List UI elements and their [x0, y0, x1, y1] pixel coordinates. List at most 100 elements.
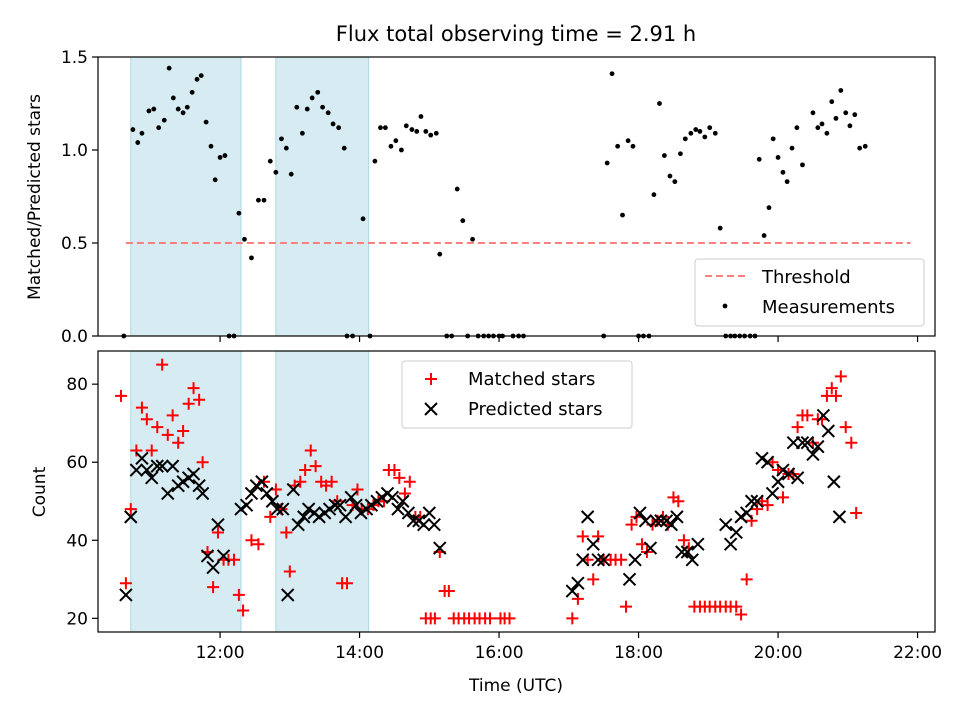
predicted-star-point	[649, 514, 663, 528]
measurement-point	[208, 143, 214, 149]
legend-measurements-label: Measurements	[762, 297, 895, 318]
matched-star-point	[187, 382, 200, 395]
measurement-point	[454, 186, 460, 192]
predicted-star-point	[333, 498, 347, 512]
predicted-star-point	[755, 451, 769, 466]
matched-star-point	[237, 604, 250, 617]
matched-star-point	[761, 499, 774, 512]
top-shaded-interval	[275, 56, 370, 337]
matched-star-point	[325, 475, 338, 488]
measurement-point	[166, 65, 172, 71]
top-y-tick-label: 0.0	[61, 327, 88, 347]
measurement-point	[198, 73, 204, 78]
measurement-point	[170, 95, 176, 101]
measurement-point	[717, 225, 723, 231]
predicted-star-point	[297, 510, 311, 524]
top-plot-frame	[97, 56, 936, 337]
predicted-star-point	[664, 517, 679, 532]
matched-star-point	[483, 612, 496, 625]
matched-star-point	[615, 553, 628, 566]
matched-star-point	[751, 503, 764, 516]
predicted-star-point	[145, 471, 159, 485]
matched-star-point	[398, 487, 411, 500]
matched-star-point	[566, 612, 579, 625]
measurement-point	[651, 192, 657, 198]
predicted-star-point	[364, 498, 379, 512]
predicted-star-point	[565, 584, 580, 598]
predicted-star-point	[719, 517, 733, 532]
predicted-star-point	[396, 494, 410, 508]
top-y-axis-ticks: 0.0 0.5 1.0 1.5	[61, 48, 98, 347]
measurement-point	[815, 125, 821, 131]
matched-star-point	[677, 534, 690, 547]
measurement-point	[403, 123, 409, 129]
predicted-star-point	[249, 478, 264, 493]
predicted-star-point	[161, 486, 175, 501]
measurement-point	[423, 129, 429, 134]
top-y-tick-label: 0.5	[61, 234, 88, 254]
measurement-point	[393, 138, 399, 144]
predicted-star-point	[685, 553, 699, 567]
predicted-star-point	[427, 517, 441, 532]
measurement-point	[672, 179, 678, 185]
matched-star-point	[207, 581, 220, 594]
measurement-point	[194, 76, 200, 82]
predicted-star-point	[680, 545, 695, 559]
bottom-y-tick-label: 60	[66, 453, 88, 473]
predicted-star-point	[255, 475, 269, 489]
measurement-point	[470, 236, 475, 242]
predicted-star-point	[349, 498, 363, 512]
measurement-point	[418, 114, 424, 119]
top-shaded-interval	[130, 56, 242, 337]
matched-star-point	[294, 475, 307, 488]
top-x-axis-ticks	[219, 336, 919, 342]
predicted-star-point	[760, 455, 775, 469]
matched-star-point	[172, 436, 185, 449]
measurement-point	[770, 136, 776, 142]
measurement-point	[428, 132, 434, 138]
matched-star-point	[124, 503, 137, 516]
measurement-point	[203, 119, 209, 125]
matched-star-point	[393, 471, 406, 484]
predicted-star-point	[375, 490, 389, 505]
predicted-star-point	[723, 537, 738, 551]
measurement-point	[625, 138, 631, 144]
predicted-star-point	[675, 545, 689, 559]
matched-star-point	[280, 526, 293, 539]
predicted-star-point	[135, 451, 149, 466]
predicted-star-point	[580, 510, 595, 524]
bottom-y-axis-ticks: 20 40 60 80	[66, 375, 98, 629]
measurement-point	[789, 145, 795, 151]
matched-star-point	[351, 483, 364, 496]
predicted-star-point	[417, 517, 431, 532]
measurement-point	[707, 125, 713, 131]
measurement-point	[409, 127, 415, 132]
predicted-star-point	[281, 588, 295, 602]
bottom-legend-box	[401, 360, 633, 429]
matched-star-point	[304, 444, 317, 457]
predicted-star-point	[638, 514, 653, 528]
matched-star-point	[232, 588, 245, 601]
legend-measurements-swatch	[722, 303, 728, 309]
matched-star-point	[309, 460, 322, 473]
measurement-point	[309, 95, 315, 101]
matched-star-point	[571, 592, 584, 605]
predicted-star-point	[276, 502, 290, 516]
predicted-star-point	[811, 439, 825, 454]
matched-star-point	[264, 510, 277, 523]
predicted-star-point	[800, 436, 815, 450]
predicted-star-point	[206, 560, 220, 575]
predicted-star-point	[140, 463, 154, 477]
measurement-point	[236, 210, 242, 216]
measurement-point	[829, 99, 835, 105]
legend-predicted-swatch	[424, 402, 438, 416]
measurement-point	[175, 106, 181, 112]
bottom-x-tick-label: 16:00	[475, 643, 524, 663]
top-plot-marks	[121, 65, 911, 339]
measurement-point	[800, 162, 805, 168]
legend-matched-swatch	[425, 373, 437, 385]
matched-star-point	[145, 444, 158, 457]
matched-star-point	[388, 464, 401, 477]
predicted-star-point	[155, 459, 169, 473]
measurement-point	[146, 108, 152, 114]
